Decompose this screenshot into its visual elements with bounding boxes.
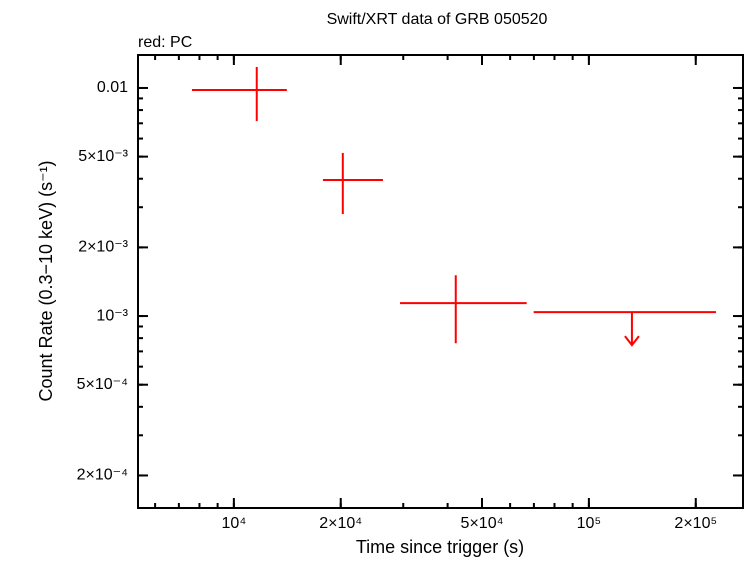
y-tick-label: 5×10⁻⁴ [77,376,128,393]
x-tick-label: 10⁴ [222,515,247,532]
x-tick-label: 2×10⁵ [674,515,717,532]
chart-title: Swift/XRT data of GRB 050520 [327,11,548,28]
y-axis-label: Count Rate (0.3−10 keV) (s⁻¹) [36,160,56,401]
x-tick-label: 10⁵ [577,515,601,532]
y-tick-label: 0.01 [97,79,128,96]
y-tick-label: 5×10⁻³ [78,148,128,165]
y-tick-label: 2×10⁻⁴ [77,467,128,484]
plot-frame [137,54,744,509]
upper-limit-arrow [624,312,640,347]
x-tick-label: 5×10⁴ [461,515,504,532]
y-tick-label: 2×10⁻³ [78,239,128,256]
chart-subtitle: red: PC [138,34,192,51]
x-tick-label: 2×10⁴ [319,515,362,532]
y-tick-label: 10⁻³ [96,307,128,324]
x-axis-label: Time since trigger (s) [356,537,524,557]
